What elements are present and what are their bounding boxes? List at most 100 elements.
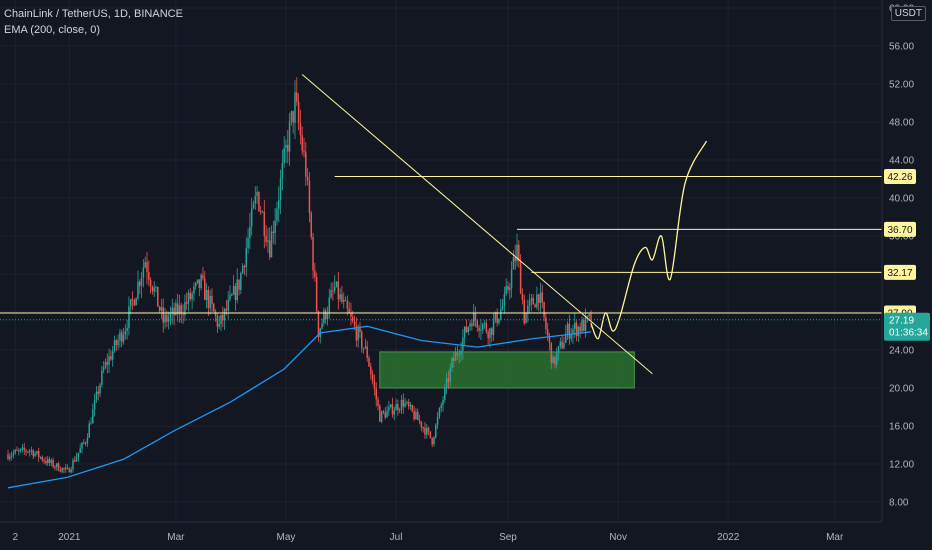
- candle-body: [566, 323, 569, 335]
- time-tick-label: 2021: [58, 532, 81, 543]
- candle-body: [23, 447, 25, 451]
- candle-body: [530, 298, 533, 301]
- candle-body: [344, 299, 347, 301]
- candle-body: [359, 327, 361, 333]
- candle-body: [577, 326, 580, 337]
- indicator-legend[interactable]: EMA (200, close, 0): [4, 24, 100, 36]
- candle-body: [586, 315, 589, 317]
- currency-badge[interactable]: USDT: [890, 6, 926, 21]
- time-tick-label: 2022: [717, 532, 740, 543]
- time-scale-panel[interactable]: [0, 522, 882, 550]
- candle-body: [348, 308, 350, 314]
- candle-body: [193, 286, 195, 294]
- ema-200-line: [7, 325, 592, 489]
- candle-body: [388, 407, 390, 411]
- candle-body: [514, 257, 516, 262]
- candle-body: [203, 278, 206, 300]
- level-price-label: 32.17: [887, 268, 912, 279]
- candle-body: [101, 370, 103, 385]
- candle-body: [384, 412, 386, 418]
- candle-body: [494, 312, 497, 321]
- level-price-label: 42.26: [887, 172, 912, 183]
- projection-path[interactable]: [590, 140, 708, 340]
- candle-body: [418, 419, 421, 422]
- candle-body: [485, 323, 488, 332]
- candle-body: [297, 101, 300, 124]
- candle-body: [411, 405, 414, 412]
- candle-body: [93, 399, 96, 410]
- candle-body: [261, 211, 264, 213]
- time-tick-label: Mar: [826, 532, 844, 543]
- candle-body: [249, 226, 251, 239]
- candle-body: [368, 357, 370, 367]
- price-tick-label: 12.00: [889, 460, 914, 471]
- level-price-tag: [884, 169, 916, 185]
- candle-body: [568, 323, 571, 339]
- candle-body: [75, 457, 78, 462]
- symbol-title[interactable]: ChainLink / TetherUS, 1D, BINANCE: [4, 8, 183, 20]
- descending-trendline[interactable]: [301, 74, 653, 375]
- candle-body: [111, 351, 114, 360]
- candle-body: [25, 450, 27, 452]
- candle-body: [436, 417, 439, 425]
- candle-body: [380, 411, 383, 422]
- price-tick-label: 8.00: [889, 498, 909, 509]
- candle-body: [420, 421, 423, 428]
- candle-body: [247, 238, 249, 249]
- candle-body: [476, 320, 479, 328]
- candle-body: [469, 323, 471, 327]
- candle-body: [588, 314, 590, 317]
- candle-body: [164, 314, 166, 323]
- candle-body: [259, 210, 262, 213]
- price-scale-panel[interactable]: [882, 0, 932, 522]
- candle-body: [102, 367, 105, 371]
- candle-body: [463, 326, 466, 338]
- candle-body: [424, 427, 426, 435]
- candle-body: [218, 323, 220, 327]
- candle-body: [278, 200, 280, 209]
- candle-body: [579, 326, 581, 332]
- candle-body: [341, 294, 343, 302]
- candle-body: [402, 399, 405, 407]
- time-tick-label: 2: [12, 532, 18, 543]
- level-price-label: 36.70: [887, 225, 912, 236]
- candle-body: [207, 289, 210, 309]
- candle-body: [200, 275, 202, 289]
- candle-body: [202, 275, 204, 279]
- candle-body: [337, 281, 340, 300]
- candle-body: [584, 315, 587, 331]
- candle-body: [435, 424, 437, 438]
- candle-body: [413, 411, 415, 420]
- candle-body: [72, 460, 74, 470]
- candle-body: [335, 281, 338, 287]
- candle-body: [95, 391, 98, 400]
- candle-body: [505, 286, 507, 295]
- level-price-tag: [884, 264, 916, 280]
- time-tick-label: May: [277, 532, 296, 543]
- candle-body: [557, 346, 560, 354]
- candle-body: [361, 332, 363, 349]
- candle-body: [572, 328, 574, 335]
- candle-body: [151, 286, 154, 292]
- candle-body: [39, 457, 42, 459]
- candle-body: [314, 270, 316, 277]
- candle-body: [227, 299, 229, 311]
- candle-body: [377, 399, 379, 406]
- candle-body: [382, 411, 385, 413]
- candle-body: [364, 346, 367, 349]
- candle-body: [519, 260, 522, 294]
- candle-body: [265, 235, 267, 242]
- candle-body: [391, 404, 394, 415]
- candle-body: [270, 231, 273, 258]
- candle-body: [43, 460, 45, 462]
- time-tick-label: Mar: [167, 532, 185, 543]
- candle-body: [370, 366, 372, 375]
- candle-body: [375, 388, 377, 400]
- candle-body: [254, 196, 257, 204]
- candle-body: [110, 356, 112, 360]
- candle-body: [86, 437, 89, 443]
- candle-body: [330, 290, 332, 298]
- last-price-tag: [884, 312, 930, 341]
